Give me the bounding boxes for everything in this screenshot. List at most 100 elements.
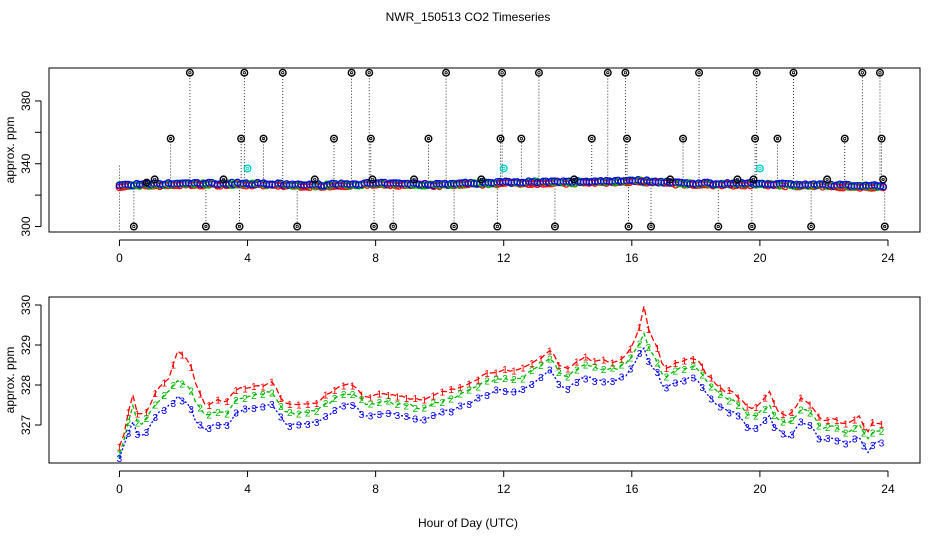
series-point-1: 1: [475, 375, 481, 386]
series-point-2: 2: [547, 354, 553, 365]
series-point-1: 1: [780, 410, 786, 421]
series-point-2: 2: [843, 429, 849, 440]
outlier-point-center: [281, 71, 285, 75]
figure-title: NWR_150513 CO2 Timeseries: [386, 10, 551, 24]
series-point-3: 3: [637, 349, 643, 360]
series-point-3: 3: [135, 430, 141, 441]
series-point-2: 2: [682, 365, 688, 376]
outlier-point: [498, 68, 507, 77]
series-point-1: 1: [386, 391, 392, 402]
series-point-1: 1: [224, 397, 230, 408]
outlier-point-center: [879, 137, 884, 141]
series-point-2: 2: [780, 417, 786, 428]
series-point-3: 3: [323, 412, 329, 423]
series-point-2: 2: [161, 391, 167, 402]
series-point-2: 2: [762, 405, 768, 416]
series-point-3: 3: [242, 404, 248, 415]
series-point-2: 2: [368, 399, 374, 410]
outlier-point-center: [444, 71, 448, 75]
series-point-1: 1: [439, 387, 445, 398]
outlier-point: [347, 68, 356, 77]
series-point-3: 3: [753, 424, 759, 435]
series-point-2: 2: [386, 397, 392, 408]
series-point-3: 3: [529, 380, 535, 391]
series-point-3: 3: [646, 357, 652, 368]
series-point-1: 1: [332, 386, 338, 397]
outlier-point-center: [625, 137, 629, 141]
outlier-point: [807, 222, 816, 231]
series-point-1: 1: [574, 358, 580, 369]
outlier-point: [368, 175, 377, 184]
outlier-point-center: [668, 177, 672, 182]
outlier-point: [714, 222, 723, 231]
series-point-3: 3: [601, 377, 607, 388]
outlier-point: [733, 175, 742, 184]
series-point-2: 2: [197, 403, 203, 414]
series-point-1: 1: [233, 386, 239, 397]
series-point-3: 3: [592, 377, 598, 388]
series-point-1: 1: [520, 364, 526, 375]
series-point-3: 3: [466, 400, 472, 411]
outlier-point: [603, 68, 612, 77]
series-point-3: 3: [386, 409, 392, 420]
outlier-point-center: [572, 177, 576, 182]
series-point-2: 2: [664, 373, 670, 384]
x-tick-label-top: 24: [881, 251, 895, 265]
outlier-point: [293, 222, 302, 231]
series-point-1: 1: [502, 365, 508, 376]
series-point-2: 2: [619, 361, 625, 372]
outlier-point: [142, 178, 151, 187]
series-point-3: 3: [197, 421, 203, 432]
outlier-point-center: [606, 71, 610, 75]
series-point-2: 2: [350, 390, 356, 401]
series-point-2: 2: [314, 407, 320, 418]
series-point-2: 2: [852, 424, 858, 435]
plot-frame-bottom: [48, 296, 921, 464]
series-point-3: 3: [404, 412, 410, 423]
series-point-2: 2: [439, 398, 445, 409]
series-point-3: 3: [502, 387, 508, 398]
series-point-1: 1: [466, 380, 472, 391]
outlier-point-center: [369, 137, 373, 141]
outlier-point: [534, 68, 543, 77]
cyan-outlier-point: [499, 164, 508, 173]
series-point-3: 3: [251, 404, 257, 415]
series-point-1: 1: [422, 396, 428, 407]
outlier-point: [747, 222, 756, 231]
outlier-point-center: [370, 177, 375, 182]
outlier-point: [259, 134, 268, 143]
series-point-1: 1: [278, 394, 284, 405]
series-point-2: 2: [816, 421, 822, 432]
series-point-2: 2: [404, 402, 410, 413]
series-point-2: 2: [430, 399, 436, 410]
series-point-3: 3: [493, 386, 499, 397]
series-point-1: 1: [762, 394, 768, 405]
cyan-outlier-point: [243, 164, 252, 173]
series-point-2: 2: [296, 409, 302, 420]
y-tick-label-bottom: 330: [19, 295, 33, 315]
series-point-2: 2: [323, 399, 329, 410]
series-point-2: 2: [377, 398, 383, 409]
outlier-point-center: [426, 137, 431, 141]
x-tick-label-bottom: 12: [497, 482, 511, 496]
y-tick-label-top: 300: [19, 216, 33, 236]
y-axis-label-top: approx. ppm: [3, 117, 17, 184]
outlier-point: [365, 68, 374, 77]
outlier-point-center: [188, 71, 192, 75]
series-point-2: 2: [834, 424, 840, 435]
series-point-1: 1: [188, 363, 194, 374]
outlier-point: [150, 175, 159, 184]
series-point-1: 1: [655, 344, 661, 355]
baseline-point: [516, 179, 524, 187]
series-marks-top: [115, 68, 889, 231]
series-point-1: 1: [744, 402, 750, 413]
series-point-3: 3: [314, 418, 320, 429]
outlier-point: [773, 134, 782, 143]
outlier-point: [493, 222, 502, 231]
series-point-2: 2: [260, 390, 266, 401]
y-axis-label-bottom: approx. ppm: [3, 347, 17, 414]
series-point-2: 2: [655, 358, 661, 369]
series-point-1: 1: [135, 410, 141, 421]
outlier-point: [129, 222, 138, 231]
